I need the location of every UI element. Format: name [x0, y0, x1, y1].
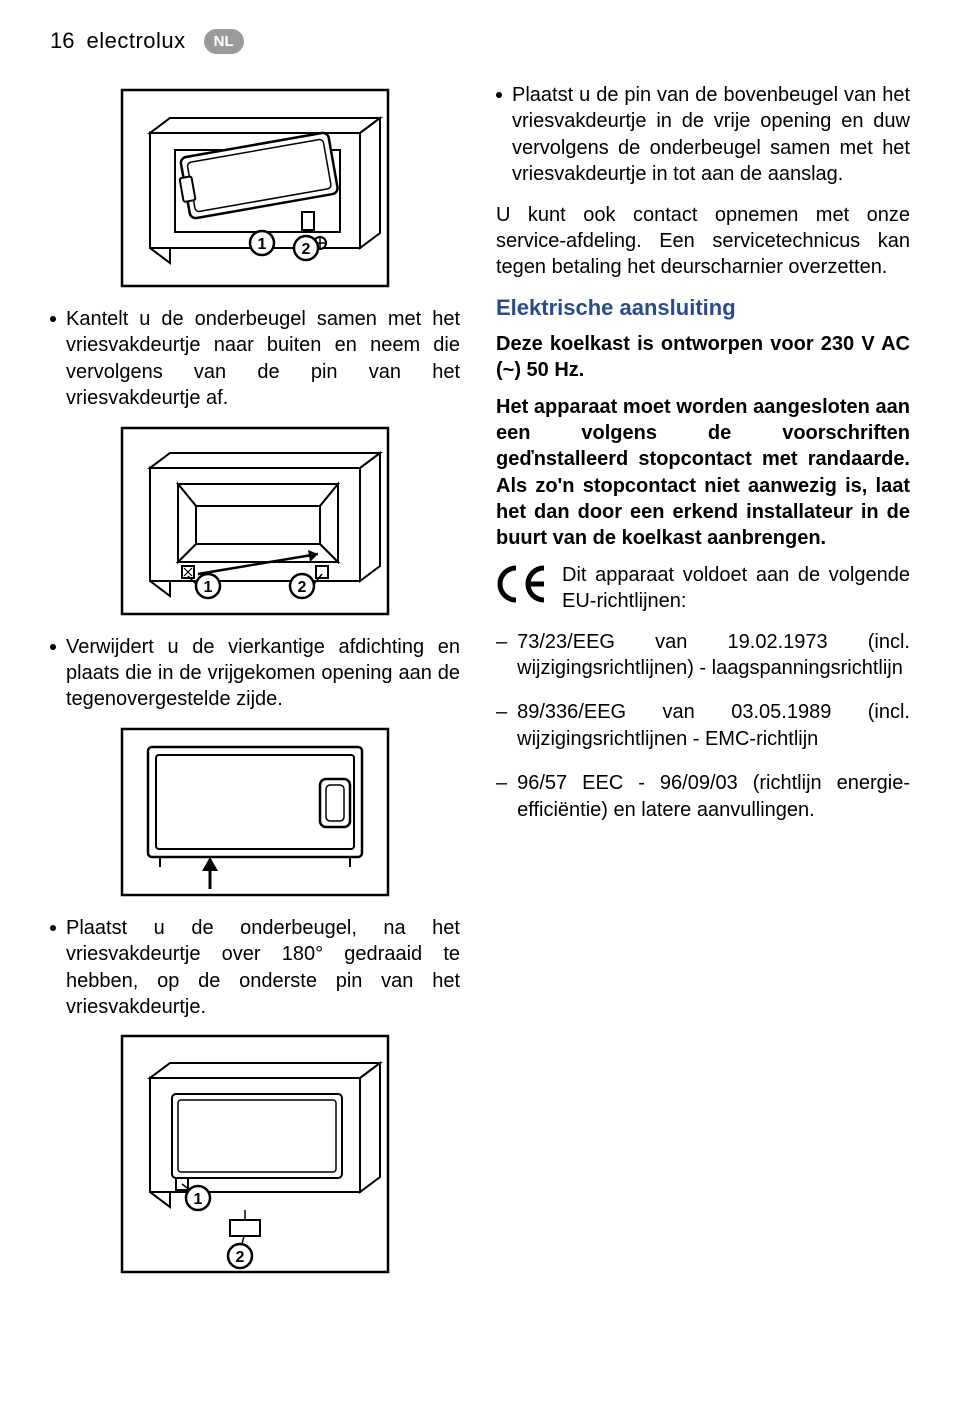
language-badge: NL — [204, 29, 244, 54]
svg-text:2: 2 — [236, 1249, 245, 1266]
page-number: 16 — [50, 28, 74, 54]
dash-text: 73/23/EEG van 19.02.1973 (incl. wijzigin… — [517, 629, 910, 682]
ce-text: Dit apparaat voldoet aan de volgende EU-… — [562, 562, 910, 615]
ce-mark-icon — [496, 564, 550, 609]
bullet-icon — [50, 925, 56, 931]
dash-text: 89/336/EEG van 03.05.1989 (incl. wijzigi… — [517, 699, 910, 752]
svg-text:1: 1 — [258, 236, 267, 253]
bold-paragraph: Het apparaat moet worden aangesloten aan… — [496, 394, 910, 552]
bold-paragraph: Deze koelkast is ontworpen voor 230 V AC… — [496, 331, 910, 384]
dash-list-item: – 96/57 EEC - 96/09/03 (richtlijn energi… — [496, 770, 910, 823]
bullet-item: Kantelt u de onderbeugel samen met het v… — [50, 306, 460, 412]
left-column: 1 2 Kantelt u de onderbeugel samen met h… — [50, 82, 460, 1292]
brand-name: electrolux — [86, 28, 185, 54]
dash-icon: – — [496, 629, 507, 655]
section-heading: Elektrische aansluiting — [496, 295, 910, 321]
dash-icon: – — [496, 770, 507, 796]
ce-compliance-row: Dit apparaat voldoet aan de volgende EU-… — [496, 562, 910, 615]
dash-list-item: – 89/336/EEG van 03.05.1989 (incl. wijzi… — [496, 699, 910, 752]
dash-list-item: – 73/23/EEG van 19.02.1973 (incl. wijzig… — [496, 629, 910, 682]
bullet-item: Plaatst u de onderbeugel, na het vriesva… — [50, 915, 460, 1021]
figure-tilt-door: 1 2 — [50, 88, 460, 288]
bullet-item: Plaatst u de pin van de bovenbeugel van … — [496, 82, 910, 188]
right-column: Plaatst u de pin van de bovenbeugel van … — [496, 82, 910, 1292]
bullet-icon — [50, 644, 56, 650]
svg-text:1: 1 — [194, 1191, 203, 1208]
dash-icon: – — [496, 699, 507, 725]
figure-remove-gasket: 1 2 — [50, 426, 460, 616]
content-columns: 1 2 Kantelt u de onderbeugel samen met h… — [50, 82, 910, 1292]
bullet-text: Verwijdert u de vierkantige afdichting e… — [66, 634, 460, 713]
bullet-icon — [50, 316, 56, 322]
bullet-icon — [496, 92, 502, 98]
bullet-text: Kantelt u de onderbeugel samen met het v… — [66, 306, 460, 412]
paragraph: U kunt ook contact opnemen met onze serv… — [496, 202, 910, 281]
figure-front-door — [50, 727, 460, 897]
bullet-item: Verwijdert u de vierkantige afdichting e… — [50, 634, 460, 713]
page-header: 16 electrolux NL — [50, 28, 910, 54]
dash-text: 96/57 EEC - 96/09/03 (richtlijn energie-… — [517, 770, 910, 823]
bullet-text: Plaatst u de pin van de bovenbeugel van … — [512, 82, 910, 188]
bullet-text: Plaatst u de onderbeugel, na het vriesva… — [66, 915, 460, 1021]
figure-install-door: 1 2 — [50, 1034, 460, 1274]
svg-text:2: 2 — [298, 579, 307, 596]
svg-text:2: 2 — [302, 241, 311, 258]
svg-text:1: 1 — [204, 579, 213, 596]
